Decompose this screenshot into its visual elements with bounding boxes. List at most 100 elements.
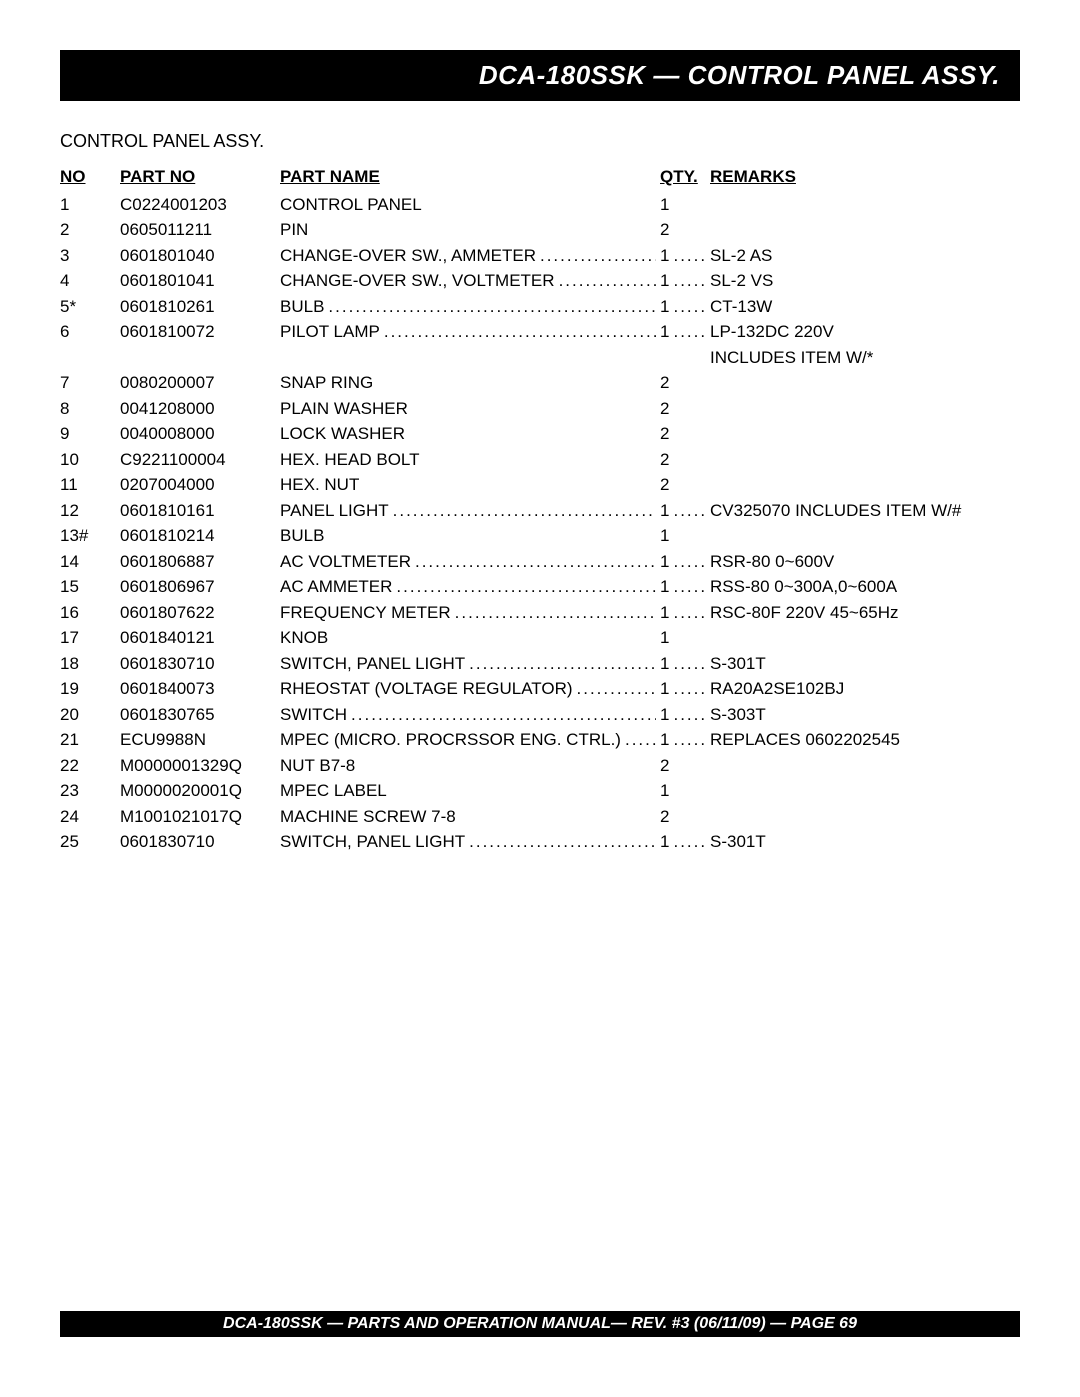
cell-no: 7 (60, 370, 120, 396)
cell-partname: MPEC (MICRO. PROCRSSOR ENG. CTRL.)......… (280, 727, 660, 753)
cell-qty: 1.......................................… (660, 574, 710, 600)
cell-remarks: CT-13W (710, 294, 1020, 320)
cell-remarks: RSC-80F 220V 45~65Hz (710, 600, 1020, 626)
cell-remarks: SL-2 VS (710, 268, 1020, 294)
cell-remarks: S-301T (710, 829, 1020, 855)
cell-partname: SNAP RING (280, 370, 660, 396)
table-row: 22M0000001329QNUT B7-82 (60, 753, 1020, 779)
cell-no: 3 (60, 243, 120, 269)
cell-partname: SWITCH, PANEL LIGHT.....................… (280, 651, 660, 677)
cell-partname: AC VOLTMETER............................… (280, 549, 660, 575)
cell-partname: LOCK WASHER (280, 421, 660, 447)
cell-qty: 1.......................................… (660, 268, 710, 294)
cell-qty: 1.......................................… (660, 498, 710, 524)
cell-no: 16 (60, 600, 120, 626)
cell-partname: CHANGE-OVER SW., VOLTMETER..............… (280, 268, 660, 294)
cell-qty: 1.......................................… (660, 600, 710, 626)
cell-partno: 0601810214 (120, 523, 280, 549)
cell-partname: MACHINE SCREW 7-8 (280, 804, 660, 830)
cell-qty: 2 (660, 396, 710, 422)
cell-no: 15 (60, 574, 120, 600)
table-row: 110207004000HEX. NUT2 (60, 472, 1020, 498)
cell-partname: CHANGE-OVER SW., AMMETER................… (280, 243, 660, 269)
cell-qty: 1.......................................… (660, 319, 710, 345)
cell-partno: M1001021017Q (120, 804, 280, 830)
table-row: 60601810072PILOT LAMP...................… (60, 319, 1020, 345)
cell-partname: SWITCH, PANEL LIGHT.....................… (280, 829, 660, 855)
cell-no: 8 (60, 396, 120, 422)
cell-qty: 2 (660, 217, 710, 243)
cell-partname: PIN (280, 217, 660, 243)
cell-qty: 1.......................................… (660, 676, 710, 702)
cell-partno: M0000001329Q (120, 753, 280, 779)
cell-no: 25 (60, 829, 120, 855)
table-row: 170601840121KNOB1 (60, 625, 1020, 651)
cell-no: 19 (60, 676, 120, 702)
table-row: 80041208000PLAIN WASHER2 (60, 396, 1020, 422)
title-bar: DCA-180SSK — CONTROL PANEL ASSY. (60, 50, 1020, 101)
header-partno: PART NO (120, 164, 280, 190)
cell-partname: PANEL LIGHT.............................… (280, 498, 660, 524)
table-row: 250601830710SWITCH, PANEL LIGHT.........… (60, 829, 1020, 855)
cell-qty: 2 (660, 447, 710, 473)
table-row: 200601830765SWITCH......................… (60, 702, 1020, 728)
cell-remarks: RSS-80 0~300A,0~600A (710, 574, 1020, 600)
cell-qty: 1.......................................… (660, 727, 710, 753)
cell-partname: HEX. HEAD BOLT (280, 447, 660, 473)
header-remarks: REMARKS (710, 164, 1020, 190)
table-header-row: NO PART NO PART NAME QTY. REMARKS (60, 164, 1020, 190)
cell-remarks: S-301T (710, 651, 1020, 677)
cell-partname: AC AMMETER..............................… (280, 574, 660, 600)
cell-partname: FREQUENCY METER.........................… (280, 600, 660, 626)
cell-partno: 0601810261 (120, 294, 280, 320)
cell-remarks: CV325070 INCLUDES ITEM W/# (710, 498, 1020, 524)
cell-no: 22 (60, 753, 120, 779)
cell-remarks: RSR-80 0~600V (710, 549, 1020, 575)
table-row: 190601840073RHEOSTAT (VOLTAGE REGULATOR)… (60, 676, 1020, 702)
cell-partno: 0041208000 (120, 396, 280, 422)
cell-partno: 0601801040 (120, 243, 280, 269)
cell-qty: 1.......................................… (660, 294, 710, 320)
cell-partno: 0601830765 (120, 702, 280, 728)
cell-no: 24 (60, 804, 120, 830)
header-qty: QTY. (660, 164, 710, 190)
cell-remarks: LP-132DC 220V (710, 319, 1020, 345)
cell-qty: 2 (660, 753, 710, 779)
cell-remarks: INCLUDES ITEM W/* (710, 345, 1020, 371)
cell-no: 21 (60, 727, 120, 753)
cell-partname: SWITCH..................................… (280, 702, 660, 728)
cell-no: 4 (60, 268, 120, 294)
cell-partname: MPEC LABEL (280, 778, 660, 804)
cell-partname: KNOB (280, 625, 660, 651)
cell-no: 10 (60, 447, 120, 473)
cell-qty: 1.......................................… (660, 829, 710, 855)
table-row: 1C0224001203CONTROL PANEL1 (60, 192, 1020, 218)
cell-remarks: REPLACES 0602202545 (710, 727, 1020, 753)
cell-no: 11 (60, 472, 120, 498)
cell-partno: 0207004000 (120, 472, 280, 498)
cell-qty: 2 (660, 370, 710, 396)
cell-partname: CONTROL PANEL (280, 192, 660, 218)
cell-no: 17 (60, 625, 120, 651)
cell-partno: 0601810161 (120, 498, 280, 524)
cell-qty: 2 (660, 804, 710, 830)
table-row: 140601806887AC VOLTMETER................… (60, 549, 1020, 575)
cell-partname: PLAIN WASHER (280, 396, 660, 422)
cell-partno: ECU9988N (120, 727, 280, 753)
table-row: 180601830710SWITCH, PANEL LIGHT.........… (60, 651, 1020, 677)
table-row: 23M0000020001QMPEC LABEL1 (60, 778, 1020, 804)
table-row: 120601810161PANEL LIGHT.................… (60, 498, 1020, 524)
cell-no: 13# (60, 523, 120, 549)
cell-no: 20 (60, 702, 120, 728)
cell-no: 6 (60, 319, 120, 345)
cell-partname: PILOT LAMP..............................… (280, 319, 660, 345)
cell-partname: BULB (280, 523, 660, 549)
cell-partname: NUT B7-8 (280, 753, 660, 779)
table-row: 10C9221100004HEX. HEAD BOLT2 (60, 447, 1020, 473)
table-row: 5*0601810261BULB........................… (60, 294, 1020, 320)
cell-qty: 1 (660, 625, 710, 651)
subtitle: CONTROL PANEL ASSY. (60, 131, 1020, 152)
cell-partno: 0601840121 (120, 625, 280, 651)
cell-partno: C0224001203 (120, 192, 280, 218)
cell-partno: 0040008000 (120, 421, 280, 447)
